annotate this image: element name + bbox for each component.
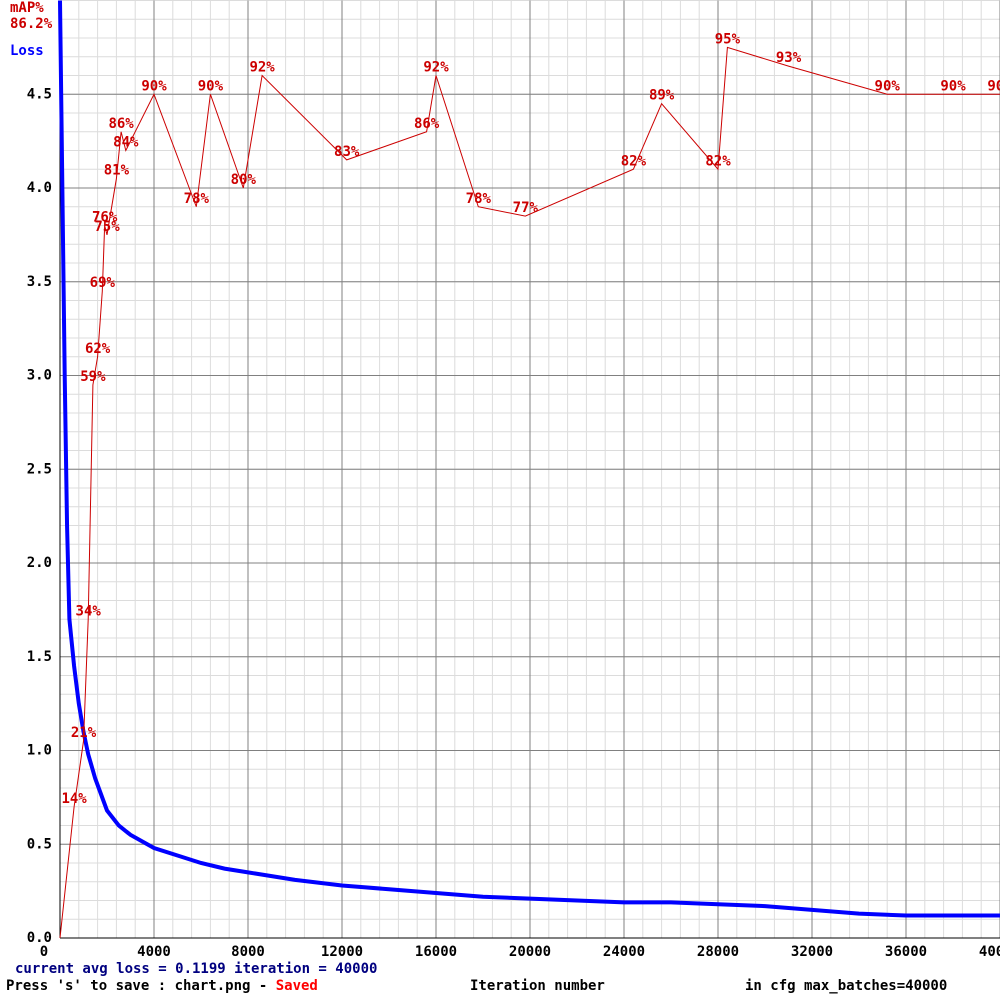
status: current avg loss = 0.1199 iteration = 40… — [15, 961, 377, 977]
y-tick-label: 3.0 — [27, 368, 52, 384]
y2-current: 86.2% — [10, 16, 53, 32]
data-label: 90% — [198, 78, 224, 94]
data-label: 89% — [649, 88, 675, 104]
data-label: 90% — [141, 78, 167, 94]
series-line — [58, 0, 1000, 918]
data-label: 90% — [875, 78, 901, 94]
x-tick-label: 8000 — [231, 944, 265, 960]
data-label: 14% — [61, 791, 87, 807]
x-label: Iteration number — [470, 978, 605, 994]
data-label: 86% — [414, 116, 440, 132]
data-label: 84% — [113, 135, 139, 151]
x-tick-label: 4000 — [137, 944, 171, 960]
data-label: 78% — [184, 191, 210, 207]
data-label: 82% — [705, 153, 731, 169]
series-line — [59, 46, 1000, 939]
data-label: 93% — [776, 50, 802, 66]
y-tick-label: 3.5 — [27, 274, 52, 290]
data-label: 81% — [104, 163, 130, 179]
save-hint: Press 's' to save : chart.png - Saved — [6, 978, 318, 994]
data-label: 90% — [987, 78, 1000, 94]
x-tick-label: 28000 — [697, 944, 739, 960]
y-tick-label: 4.5 — [27, 86, 52, 102]
data-label: 62% — [85, 341, 111, 357]
data-label: 95% — [715, 31, 741, 47]
cfg-note: in cfg max_batches=40000 — [745, 978, 947, 994]
data-label: 21% — [71, 725, 97, 741]
y2-label: mAP% — [10, 0, 44, 16]
data-label: 80% — [231, 172, 257, 188]
x-tick-label: 20000 — [509, 944, 551, 960]
data-label: 34% — [76, 603, 102, 619]
y-tick-label: 0.0 — [27, 930, 52, 946]
y-tick-label: 0.5 — [27, 836, 52, 852]
y-tick-label: 1.5 — [27, 649, 52, 665]
y-tick-label: 2.5 — [27, 461, 52, 477]
x-tick-label: 12000 — [321, 944, 363, 960]
x-tick-label: 24000 — [603, 944, 645, 960]
save-state: Saved — [276, 978, 318, 994]
data-label: 92% — [249, 60, 275, 76]
data-label: 83% — [334, 144, 360, 160]
y-tick-label: 4.0 — [27, 180, 52, 196]
data-label: 69% — [90, 275, 116, 291]
y-tick-label: 1.0 — [27, 743, 52, 759]
data-label: 78% — [466, 191, 492, 207]
x-tick-label: 16000 — [415, 944, 457, 960]
data-label: 92% — [423, 60, 449, 76]
data-label: 76% — [92, 210, 118, 226]
x-tick-label: 32000 — [791, 944, 833, 960]
data-label: 82% — [621, 153, 647, 169]
y-label: Loss — [10, 43, 44, 59]
data-label: 59% — [80, 369, 106, 385]
x-tick-label: 0 — [40, 944, 48, 960]
y-tick-label: 2.0 — [27, 555, 52, 571]
x-tick-label: 40000 — [979, 944, 1000, 960]
data-label: 77% — [513, 200, 539, 216]
x-tick-label: 36000 — [885, 944, 927, 960]
data-label: 86% — [108, 116, 134, 132]
data-label: 90% — [940, 78, 966, 94]
data-label: 75% — [94, 219, 120, 235]
save-hint-text: Press 's' to save : chart.png - — [6, 978, 276, 994]
